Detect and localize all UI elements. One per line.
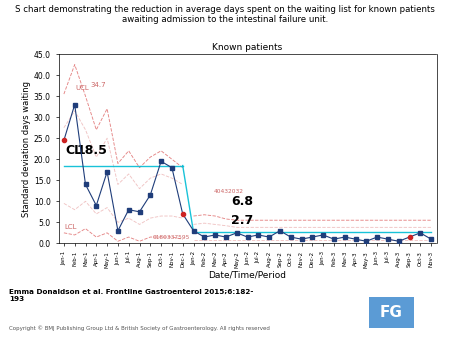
- Text: S chart demonstrating the reduction in average days spent on the waiting list fo: S chart demonstrating the reduction in a…: [15, 5, 435, 24]
- Text: 18.5: 18.5: [77, 144, 108, 157]
- Text: 40432032: 40432032: [214, 189, 244, 194]
- Text: Emma Donaldson et al. Frontline Gastroenterol 2015;6:182-
193: Emma Donaldson et al. Frontline Gastroen…: [9, 289, 253, 302]
- X-axis label: Date/Time/Period: Date/Time/Period: [208, 270, 287, 280]
- Text: LCL: LCL: [64, 224, 77, 230]
- Text: 2.7: 2.7: [231, 214, 253, 227]
- Text: UCL: UCL: [75, 85, 89, 91]
- Text: FG: FG: [380, 305, 403, 320]
- Text: CL: CL: [66, 144, 83, 157]
- Text: 34.7: 34.7: [91, 82, 107, 88]
- Text: 6.8: 6.8: [231, 195, 253, 208]
- Text: 0180337595: 0180337595: [153, 235, 190, 240]
- Y-axis label: Standard deviation days waiting: Standard deviation days waiting: [22, 81, 31, 217]
- Title: Known patients: Known patients: [212, 43, 283, 52]
- Text: Copyright © BMJ Publishing Group Ltd & British Society of Gastroenterology. All : Copyright © BMJ Publishing Group Ltd & B…: [9, 325, 270, 331]
